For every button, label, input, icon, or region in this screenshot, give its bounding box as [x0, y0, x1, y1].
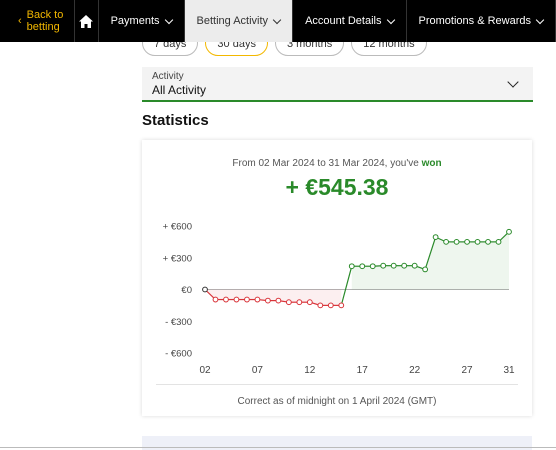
data-point	[390, 262, 397, 269]
data-point	[348, 263, 355, 270]
data-point	[411, 262, 418, 269]
data-point	[275, 297, 282, 304]
chevron-down-icon	[272, 15, 282, 24]
data-point	[296, 299, 303, 306]
divider	[0, 447, 556, 448]
x-tick-label: 17	[357, 365, 369, 376]
data-point	[432, 234, 439, 241]
y-tick-label: - €300	[165, 317, 192, 328]
profit-area	[351, 231, 509, 290]
data-point	[254, 296, 261, 303]
chevron-down-icon	[164, 15, 173, 24]
x-tick-label: 12	[304, 365, 316, 376]
data-point	[317, 302, 324, 309]
summary-prefix: From 02 Mar 2024 to 31 Mar 2024, you've	[232, 158, 419, 169]
data-point	[401, 262, 408, 269]
series-line-segment	[424, 236, 437, 270]
nav-payments-label: Payments	[110, 15, 160, 27]
statistics-card: From 02 Mar 2024 to 31 Mar 2024, you've …	[142, 140, 532, 416]
data-point	[380, 262, 387, 269]
profit-loss-chart: + €600 + €300 €0 - €300 - €600 02 07 12 17 22 27 31	[163, 222, 515, 377]
statistics-summary: From 02 Mar 2024 to 31 Mar 2024, you've …	[142, 158, 532, 169]
data-point	[306, 299, 313, 306]
chevron-down-icon	[386, 15, 395, 24]
data-point	[338, 302, 345, 309]
data-point	[212, 296, 219, 303]
x-tick-label: 02	[199, 365, 211, 376]
chevron-left-icon: ‹	[18, 15, 22, 27]
data-point	[422, 266, 429, 273]
data-point	[495, 238, 502, 245]
data-point	[202, 286, 208, 293]
back-to-betting-link[interactable]: ‹ Back to betting	[0, 0, 74, 42]
home-button[interactable]	[74, 0, 99, 42]
y-tick-label: €0	[181, 285, 192, 296]
nav-betting-activity-label: Betting Activity	[196, 15, 269, 27]
data-point	[453, 238, 460, 245]
nav-betting-activity[interactable]: Betting Activity	[184, 0, 294, 42]
nav-account-details-label: Account Details	[305, 15, 382, 27]
y-tick-label: + €300	[163, 253, 192, 264]
top-navigation: ‹ Back to betting Payments Betting Activ…	[0, 0, 556, 42]
data-point	[264, 297, 271, 304]
statistics-footnote: Correct as of midnight on 1 April 2024 (…	[237, 396, 437, 407]
nav-promotions-label: Promotions & Rewards	[418, 15, 532, 27]
y-tick-label: + €600	[163, 222, 192, 233]
activity-dropdown-value: All Activity	[152, 83, 207, 97]
data-point	[443, 238, 450, 245]
activity-dropdown[interactable]: Activity All Activity	[142, 67, 533, 102]
divider	[156, 384, 518, 385]
data-point	[327, 302, 334, 309]
data-point	[485, 238, 491, 245]
home-icon	[79, 14, 94, 28]
back-label: Back to betting	[26, 9, 64, 33]
chevron-down-icon	[535, 15, 545, 24]
x-tick-label: 27	[462, 365, 474, 376]
nav-promotions-rewards[interactable]: Promotions & Rewards	[407, 0, 556, 42]
y-tick-label: - €600	[165, 349, 192, 360]
x-tick-label: 22	[409, 365, 421, 376]
nav-payments[interactable]: Payments	[99, 0, 185, 42]
data-point	[244, 296, 250, 303]
data-point	[233, 296, 240, 303]
data-point	[223, 296, 229, 303]
data-point	[359, 263, 366, 270]
summary-result: won	[421, 158, 442, 169]
statistics-title: Statistics	[142, 112, 209, 129]
series-line-segment	[340, 266, 353, 306]
x-tick-label: 31	[503, 365, 515, 376]
nav-account-details[interactable]: Account Details	[293, 0, 407, 42]
data-point	[474, 238, 481, 245]
x-tick-label: 07	[252, 365, 264, 376]
data-point	[369, 263, 376, 270]
data-point	[285, 299, 292, 306]
data-point	[506, 228, 512, 235]
next-section-card	[142, 436, 532, 450]
data-point	[464, 238, 470, 245]
net-amount: + €545.38	[285, 174, 389, 200]
activity-dropdown-label: Activity	[152, 71, 184, 82]
